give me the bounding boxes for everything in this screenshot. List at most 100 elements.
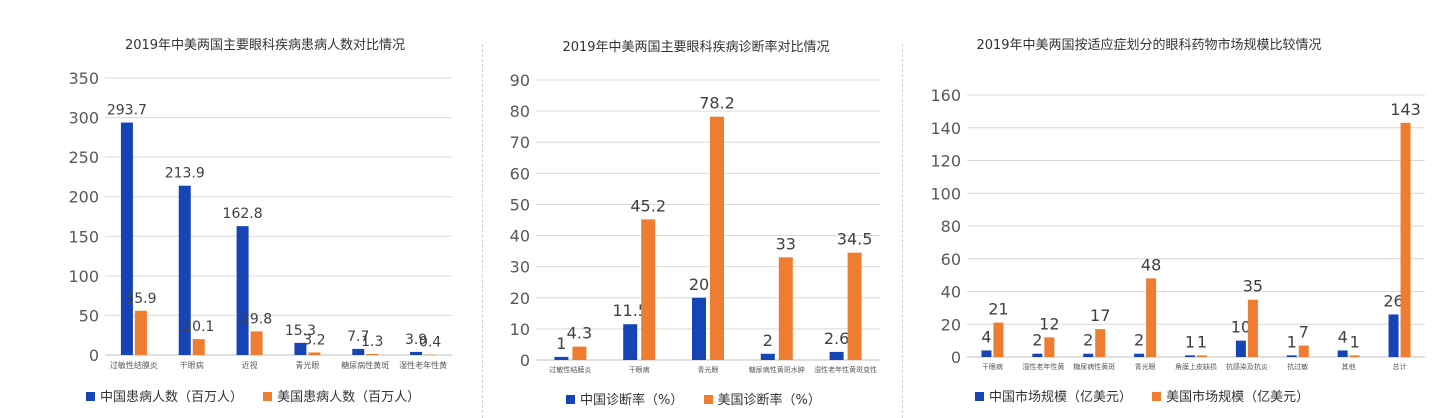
chart-plot: 0 50 100 150 200 250 300 350 293.7 55.9 过敏性结膜炎 213.… bbox=[68, 69, 452, 370]
y-tick-label: 300 bbox=[68, 109, 99, 128]
x-tick-label: 湿性老年性黄 bbox=[399, 360, 447, 370]
bar-china bbox=[1083, 353, 1094, 357]
y-tick-label: 0 bbox=[951, 348, 961, 367]
x-tick-label: 青光眼 bbox=[1135, 362, 1156, 371]
legend-item-china: 中国诊断率（%） bbox=[566, 389, 683, 408]
bar-china bbox=[1235, 340, 1246, 357]
data-label: 1 bbox=[1197, 332, 1207, 351]
bar-china bbox=[410, 351, 423, 355]
x-tick-label: 干眼病 bbox=[982, 362, 1003, 371]
legend-swatch-china bbox=[86, 392, 95, 401]
legend-item-usa: 美国诊断率（%） bbox=[703, 389, 821, 408]
bar-china bbox=[1134, 353, 1145, 357]
legend-item-usa: 美国患病人数（百万人） bbox=[263, 386, 420, 405]
data-label: 11.5 bbox=[612, 301, 648, 320]
bar-china bbox=[692, 297, 706, 360]
data-label: 213.9 bbox=[165, 166, 205, 182]
data-label: 143 bbox=[1390, 100, 1421, 119]
data-label: 4 bbox=[1338, 327, 1348, 346]
bar-usa bbox=[641, 219, 656, 360]
data-label: 3.9 bbox=[405, 332, 427, 348]
bar-china bbox=[1185, 355, 1195, 357]
y-tick-label: 20 bbox=[510, 289, 530, 308]
data-label: 20.1 bbox=[183, 319, 214, 335]
legend-swatch-china bbox=[566, 395, 575, 404]
legend-swatch-china bbox=[975, 392, 984, 401]
data-label: 4 bbox=[981, 327, 991, 346]
x-tick-label: 干眼病 bbox=[629, 365, 650, 374]
legend-label: 中国诊断率（%） bbox=[580, 393, 684, 408]
data-label: 45.2 bbox=[630, 196, 666, 215]
data-label: 78.2 bbox=[699, 94, 735, 113]
data-label: 1.3 bbox=[361, 334, 383, 350]
y-tick-label: 140 bbox=[930, 119, 961, 138]
bar-usa bbox=[710, 116, 724, 360]
x-tick-label: 过敏性结膜炎 bbox=[549, 365, 591, 374]
y-tick-label: 160 bbox=[930, 86, 961, 105]
data-label: 2.6 bbox=[824, 329, 849, 348]
x-tick-label: 抗感染及抗炎 bbox=[1226, 362, 1268, 371]
data-label: 15.3 bbox=[285, 323, 316, 339]
chart-legend: 中国市场规模（亿美元） 美国市场规模（亿美元） bbox=[975, 386, 1325, 405]
data-label: 7 bbox=[1299, 323, 1309, 342]
bar-china bbox=[760, 353, 775, 360]
y-tick-label: 0 bbox=[89, 346, 99, 365]
x-tick-label: 近视 bbox=[242, 360, 258, 370]
y-tick-label: 90 bbox=[510, 71, 530, 90]
y-tick-label: 120 bbox=[930, 152, 961, 171]
x-tick-label: 总计 bbox=[1393, 362, 1407, 371]
legend-item-usa: 美国市场规模（亿美元） bbox=[1152, 386, 1309, 405]
y-tick-label: 80 bbox=[941, 217, 961, 236]
data-label: 33 bbox=[776, 234, 796, 253]
data-label: 4.3 bbox=[567, 324, 592, 343]
bar-usa bbox=[1146, 278, 1157, 357]
y-tick-label: 40 bbox=[510, 227, 530, 246]
bar-usa bbox=[572, 346, 587, 360]
data-label: 26 bbox=[1383, 291, 1403, 310]
chart-panel-1: 2019年中美两国主要眼科疾病患病人数对比情况 0 50 100 150 200 250 3… bbox=[0, 0, 470, 418]
bar-china bbox=[623, 324, 638, 360]
x-tick-label: 角膜上皮缺损 bbox=[1175, 362, 1217, 371]
x-tick-label: 青光眼 bbox=[295, 360, 319, 370]
bar-usa bbox=[993, 322, 1004, 357]
y-tick-label: 70 bbox=[510, 133, 530, 152]
data-label: 162.8 bbox=[223, 206, 263, 222]
bar-usa bbox=[1247, 299, 1258, 357]
bar-usa bbox=[1095, 329, 1106, 357]
y-tick-label: 80 bbox=[510, 102, 530, 121]
x-tick-label: 糖尿病性黄斑 bbox=[1073, 362, 1115, 371]
bar-china bbox=[1388, 314, 1399, 357]
bar-china bbox=[981, 350, 992, 357]
data-label: 2 bbox=[763, 331, 773, 350]
y-tick-label: 60 bbox=[510, 164, 530, 183]
y-tick-label: 20 bbox=[941, 315, 961, 334]
y-tick-label: 10 bbox=[510, 320, 530, 339]
bar-china bbox=[1032, 353, 1043, 357]
legend-swatch-usa bbox=[263, 392, 273, 401]
y-tick-label: 40 bbox=[941, 283, 961, 302]
chart-legend: 中国诊断率（%） 美国诊断率（%） bbox=[566, 389, 837, 408]
data-label: 2 bbox=[1134, 331, 1144, 350]
x-tick-label: 干眼病 bbox=[180, 360, 204, 370]
y-tick-label: 50 bbox=[79, 306, 99, 325]
bar-usa bbox=[1044, 337, 1055, 357]
bar-china bbox=[1286, 355, 1297, 357]
data-label: 35 bbox=[1243, 277, 1263, 296]
x-tick-label: 湿性老年性黄斑变性 bbox=[814, 365, 877, 374]
bar-usa bbox=[1349, 355, 1360, 357]
chart-legend: 中国患病人数（百万人） 美国患病人数（百万人） bbox=[86, 386, 436, 405]
x-tick-label: 抗过敏 bbox=[1287, 362, 1308, 371]
bar-china bbox=[352, 348, 365, 355]
y-tick-label: 100 bbox=[930, 184, 961, 203]
bar-usa bbox=[366, 353, 379, 355]
y-tick-label: 200 bbox=[68, 188, 99, 207]
y-tick-label: 350 bbox=[68, 69, 99, 88]
y-tick-label: 250 bbox=[68, 148, 99, 167]
data-label: 2 bbox=[1032, 331, 1042, 350]
x-tick-label: 糖尿病性黄斑水肿 bbox=[749, 365, 805, 374]
y-tick-label: 0 bbox=[520, 351, 530, 370]
data-label: 7.7 bbox=[347, 329, 369, 345]
